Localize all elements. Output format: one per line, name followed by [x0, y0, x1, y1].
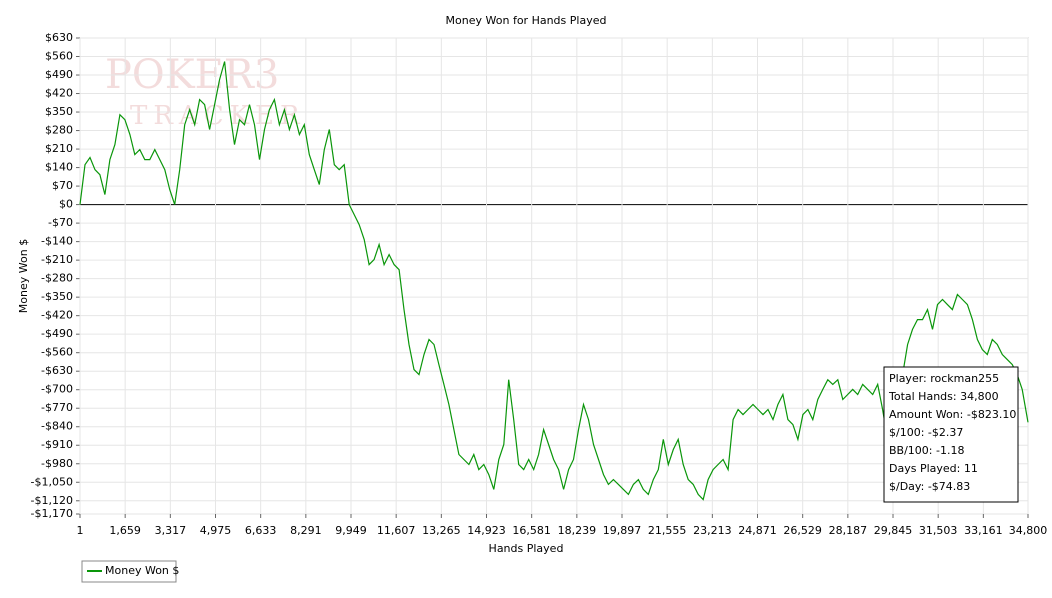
info-line: Player: rockman255: [889, 372, 999, 385]
y-tick-label: -$490: [41, 327, 73, 340]
x-tick-label: 9,949: [335, 524, 367, 537]
info-line: $/Day: -$74.83: [889, 480, 970, 493]
x-tick-label: 6,633: [245, 524, 277, 537]
x-tick-label: 11,607: [377, 524, 416, 537]
y-tick-label: $210: [45, 142, 73, 155]
y-tick-label: $490: [45, 68, 73, 81]
y-tick-label: -$280: [41, 272, 73, 285]
x-tick-label: 18,239: [558, 524, 597, 537]
x-tick-label: 29,845: [874, 524, 913, 537]
legend-label: Money Won $: [105, 564, 179, 577]
y-axis-label: Money Won $: [17, 239, 30, 313]
info-line: BB/100: -1.18: [889, 444, 964, 457]
x-tick-label: 28,187: [829, 524, 868, 537]
info-box: Player: rockman255 Total Hands: 34,800 Amo…: [883, 366, 1019, 503]
x-tick-label: 16,581: [512, 524, 551, 537]
y-tick-label: -$210: [41, 253, 73, 266]
info-line: Total Hands: 34,800: [888, 390, 999, 403]
y-tick-label: -$1,120: [31, 494, 73, 507]
y-tick-label: $420: [45, 87, 73, 100]
y-tick-label: -$560: [41, 346, 73, 359]
x-tick-label: 23,213: [693, 524, 732, 537]
y-tick-label: $350: [45, 105, 73, 118]
x-tick-label: 19,897: [603, 524, 642, 537]
y-tick-label: $70: [52, 179, 73, 192]
y-tick-label: $140: [45, 161, 73, 174]
x-axis-label: Hands Played: [489, 542, 564, 555]
y-tick-label: -$70: [48, 216, 73, 229]
legend: Money Won $: [81, 560, 179, 583]
x-tick-label: 8,291: [290, 524, 322, 537]
x-tick-label: 31,503: [919, 524, 958, 537]
y-tick-label: -$630: [41, 364, 73, 377]
y-tick-label: -$420: [41, 309, 73, 322]
x-tick-label: 24,871: [738, 524, 777, 537]
y-tick-label: -$770: [41, 401, 73, 414]
x-tick-label: 3,317: [155, 524, 187, 537]
y-tick-label: -$910: [41, 438, 73, 451]
y-tick-label: -$350: [41, 290, 73, 303]
y-tick-label: $0: [59, 198, 73, 211]
plot-area: [79, 37, 1029, 515]
x-tick-label: 4,975: [200, 524, 232, 537]
x-tick-label: 34,800: [1009, 524, 1048, 537]
legend-frame: [81, 560, 177, 583]
y-tick-label: $280: [45, 124, 73, 137]
data-line: [79, 61, 1029, 501]
y-tick-label: -$140: [41, 235, 73, 248]
y-tick-label: -$840: [41, 420, 73, 433]
series: [79, 61, 1029, 501]
y-tick-label: -$980: [41, 457, 73, 470]
x-tick-label: 26,529: [783, 524, 822, 537]
info-line: Days Played: 11: [889, 462, 978, 475]
x-tick-label: 1: [77, 524, 84, 537]
y-tick-label: $560: [45, 50, 73, 63]
chart-title: Money Won for Hands Played: [446, 14, 607, 27]
x-tick-label: 1,659: [109, 524, 141, 537]
y-tick-label: -$1,170: [31, 507, 73, 520]
x-tick-label: 33,161: [964, 524, 1003, 537]
info-box-frame: [883, 366, 1019, 503]
x-tick-label: 14,923: [467, 524, 506, 537]
y-tick-label: $630: [45, 31, 73, 44]
info-line: Amount Won: -$823.10: [889, 408, 1016, 421]
y-tick-label: -$1,050: [31, 475, 73, 488]
info-line: $/100: -$2.37: [889, 426, 963, 439]
y-tick-label: -$700: [41, 383, 73, 396]
x-tick-label: 21,555: [648, 524, 687, 537]
x-tick-label: 13,265: [422, 524, 461, 537]
